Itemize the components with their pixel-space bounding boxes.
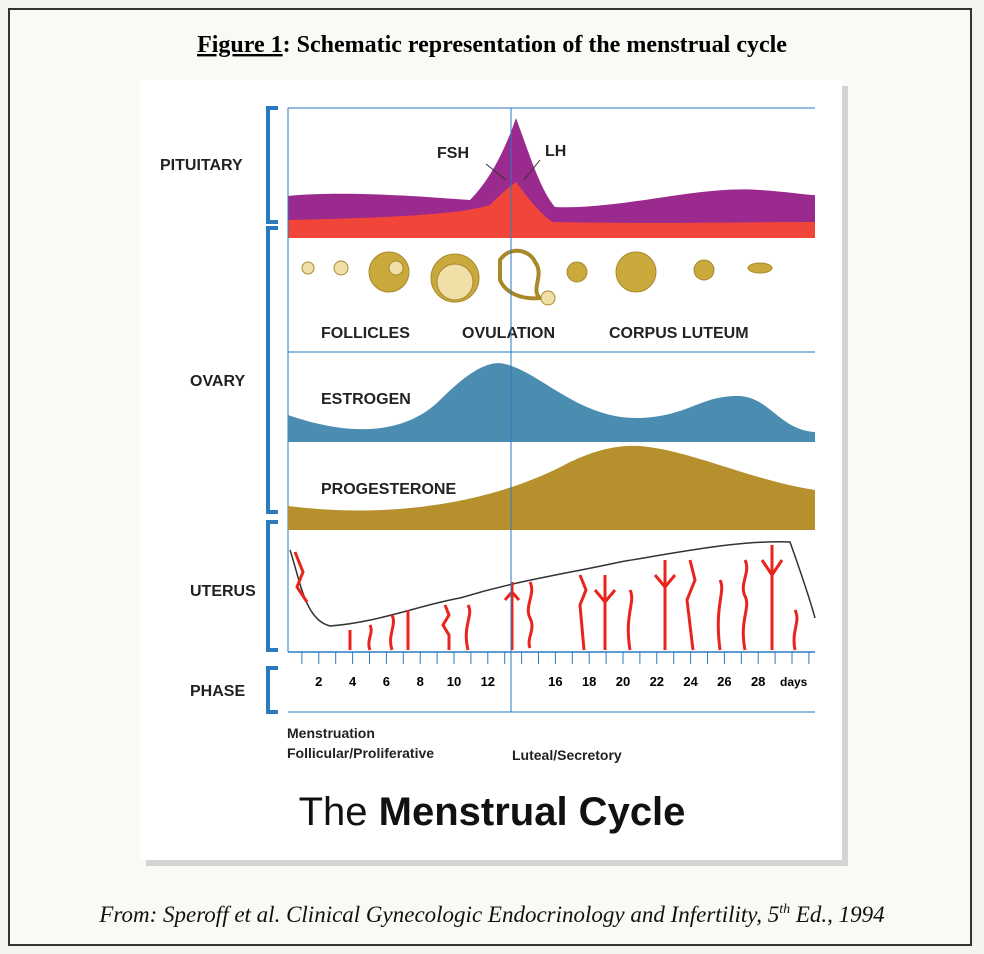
day-label: 2 — [315, 674, 322, 689]
figure-title-plain: The — [299, 790, 368, 834]
day-label: 16 — [548, 674, 562, 689]
day-label: 4 — [349, 674, 357, 689]
source-sup: th — [779, 902, 790, 917]
follicles — [301, 248, 773, 306]
caption-text: : Schematic representation of the menstr… — [283, 32, 788, 58]
lh-curve — [288, 118, 815, 238]
ovary-label: CORPUS LUTEUM — [609, 325, 749, 342]
progesterone-curve — [288, 445, 815, 530]
ovary-label: OVULATION — [462, 325, 555, 342]
caption: Figure 1: Schematic representation of th… — [197, 32, 787, 58]
source: From: Speroff et al. Clinical Gynecologi… — [98, 902, 884, 927]
day-label: 6 — [383, 674, 390, 689]
section-label: PHASE — [190, 683, 245, 700]
section-label: OVARY — [190, 373, 245, 390]
figure-title: The Menstrual Cycle — [299, 790, 686, 834]
day-label: 8 — [417, 674, 424, 689]
day-labels: 2 4 6 8 10 12 16 18 20 22 24 26 28 — [315, 674, 765, 689]
source-text: From: Speroff et al. Clinical Gynecologi… — [98, 902, 779, 927]
day-label: 28 — [751, 674, 765, 689]
section-label: PITUITARY — [160, 157, 243, 174]
phase-label: Follicular/Proliferative — [287, 745, 434, 761]
day-label: 20 — [616, 674, 630, 689]
section-labels: PITUITARY OVARY UTERUS PHASE — [160, 157, 256, 700]
day-label: 10 — [447, 674, 461, 689]
hormone-label: FSH — [437, 145, 469, 162]
section-label: UTERUS — [190, 583, 256, 600]
day-label: 26 — [717, 674, 731, 689]
ovary-label: FOLLICLES — [321, 325, 410, 342]
pointer — [523, 159, 541, 181]
hormone-label: ESTROGEN — [321, 391, 411, 408]
fsh-curve — [288, 182, 815, 238]
pointer — [485, 163, 507, 181]
phase-label: Luteal/Secretory — [512, 747, 622, 763]
estrogen-curve — [288, 363, 815, 442]
brackets — [266, 106, 278, 714]
caption-label: Figure 1 — [197, 32, 283, 58]
day-label: 18 — [582, 674, 596, 689]
phase-label: Menstruation — [287, 725, 375, 741]
day-label: 22 — [650, 674, 664, 689]
figure-title-bold: Menstrual Cycle — [379, 790, 686, 834]
days-unit: days — [780, 675, 808, 689]
endometrium — [289, 541, 816, 651]
source-rest: Ed., 1994 — [790, 902, 885, 927]
day-label: 24 — [683, 674, 698, 689]
hormone-label: LH — [545, 143, 566, 160]
day-ticks — [301, 652, 810, 664]
hormone-label: PROGESTERONE — [321, 481, 456, 498]
day-label: 12 — [481, 674, 495, 689]
